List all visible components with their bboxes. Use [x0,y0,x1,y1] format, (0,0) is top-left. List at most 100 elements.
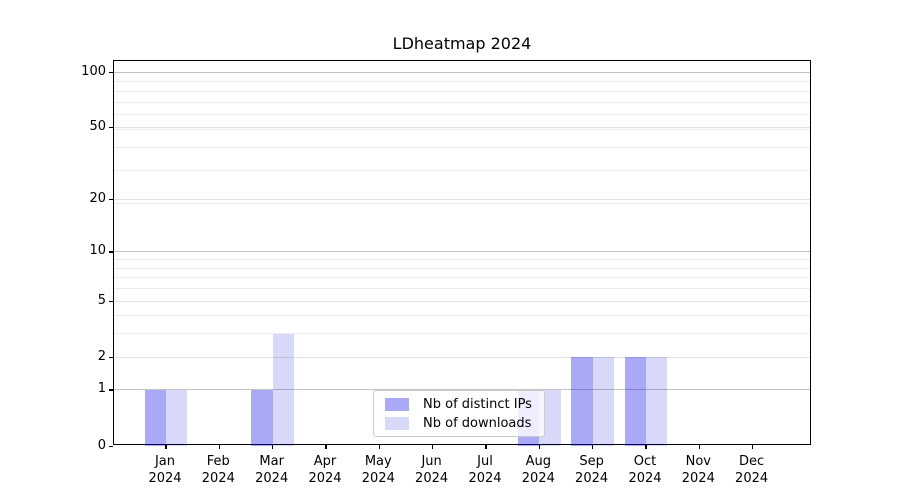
legend-label-distinct-ips: Nb of distinct IPs [423,396,532,412]
x-tick-year: 2024 [468,471,502,486]
gridline-mid [114,356,810,358]
y-tick-mark [109,251,113,253]
x-tick-year: 2024 [575,471,609,486]
gridline-minor [114,267,810,269]
x-tick-month: Oct [633,454,657,469]
x-tick-year: 2024 [681,471,715,486]
y-tick-mark [109,300,113,302]
bar-downloads-sep-2024 [592,357,614,446]
x-tick-month: May [364,454,392,469]
x-tick-month: Jun [421,454,442,469]
x-tick-mark [325,445,327,449]
gridline-minor [114,101,810,103]
gridline-mid [114,127,810,129]
x-tick-mark [218,445,220,449]
x-tick-month: Mar [259,454,284,469]
gridline-minor [114,288,810,289]
x-tick-year: 2024 [415,471,449,486]
x-tick-month: Nov [685,454,711,469]
x-tick-month: Jul [477,454,493,469]
gridline-minor [114,203,810,205]
x-tick-label: Oct 2024 [613,453,677,487]
legend-label-downloads: Nb of downloads [423,415,532,431]
legend-swatch-downloads-icon [385,416,409,430]
x-tick-year: 2024 [255,471,289,486]
y-tick-label: 2 [97,348,106,364]
legend-swatch-distinct-ips-icon [385,397,409,411]
gridline-minor [114,81,810,83]
chart-title: LDheatmap 2024 [392,34,532,53]
x-tick-label: Jun 2024 [400,453,464,487]
legend: Nb of distinct IPs Nb of downloads [373,390,545,437]
y-tick-mark [109,356,113,358]
gridline-minor [114,114,810,116]
x-tick-year: 2024 [148,471,182,486]
x-tick-label: Sep 2024 [560,453,624,487]
bar-downloads-oct-2024 [646,357,668,446]
x-tick-mark [272,445,274,449]
x-tick-month: Feb [206,454,230,469]
bar-downloads-jan-2024 [166,389,188,446]
y-tick-mark [109,127,113,129]
gridline-minor [114,147,810,148]
y-tick-label: 1 [97,381,106,397]
x-tick-month: Dec [739,454,765,469]
y-tick-label: 100 [81,64,106,79]
x-tick-label: Mar 2024 [240,453,304,487]
legend-item-distinct-ips: Nb of distinct IPs [385,397,544,412]
x-tick-mark [592,445,594,449]
plot-area [109,60,811,449]
y-tick-mark [109,445,113,447]
bar-distinct-ips-sep-2024 [571,357,593,446]
x-tick-year: 2024 [628,471,662,486]
gridline-minor [114,170,810,172]
x-tick-mark [645,445,647,449]
y-tick-label: 20 [89,191,106,207]
gridline-minor [114,333,810,335]
y-tick-label: 0 [97,437,106,453]
x-tick-year: 2024 [201,471,235,486]
x-tick-year: 2024 [735,471,769,486]
x-tick-label: Jul 2024 [453,453,517,487]
x-tick-month: Jan [154,454,176,469]
y-tick-label: 10 [89,243,106,259]
x-tick-mark [485,445,487,449]
bar-distinct-ips-mar-2024 [251,389,273,446]
y-tick-label: 5 [97,292,106,308]
x-tick-month: Apr [313,454,337,469]
x-tick-mark [378,445,380,449]
y-tick-mark [109,389,113,391]
y-tick-mark [109,199,113,201]
bar-distinct-ips-oct-2024 [624,357,646,446]
x-tick-month: Aug [525,454,551,469]
x-tick-year: 2024 [308,471,342,486]
x-tick-year: 2024 [521,471,555,486]
gridline-minor [114,90,810,92]
gridline-minor [114,259,810,261]
gridline-major [114,72,810,73]
gridline-minor [114,277,810,279]
x-tick-label: Aug 2024 [506,453,570,487]
x-tick-mark [752,445,754,449]
gridline-major [114,389,810,391]
x-tick-label: Jan 2024 [133,453,197,487]
gridline-minor [114,128,810,130]
x-tick-year: 2024 [361,471,395,486]
gridline-major [114,251,810,253]
x-tick-label: Nov 2024 [666,453,730,487]
x-tick-month: Sep [579,454,604,469]
bar-downloads-mar-2024 [272,333,294,446]
x-tick-mark [165,445,167,449]
bar-distinct-ips-jan-2024 [144,389,166,446]
legend-item-downloads: Nb of downloads [385,416,544,431]
x-tick-mark [538,445,540,449]
x-tick-label: Apr 2024 [293,453,357,487]
y-tick-mark [109,72,113,74]
x-tick-label: Dec 2024 [720,453,784,487]
gridline-mid [114,300,810,302]
y-tick-label: 50 [89,119,106,135]
gridline-minor [114,315,810,317]
x-tick-mark [432,445,434,449]
x-tick-mark [698,445,700,449]
